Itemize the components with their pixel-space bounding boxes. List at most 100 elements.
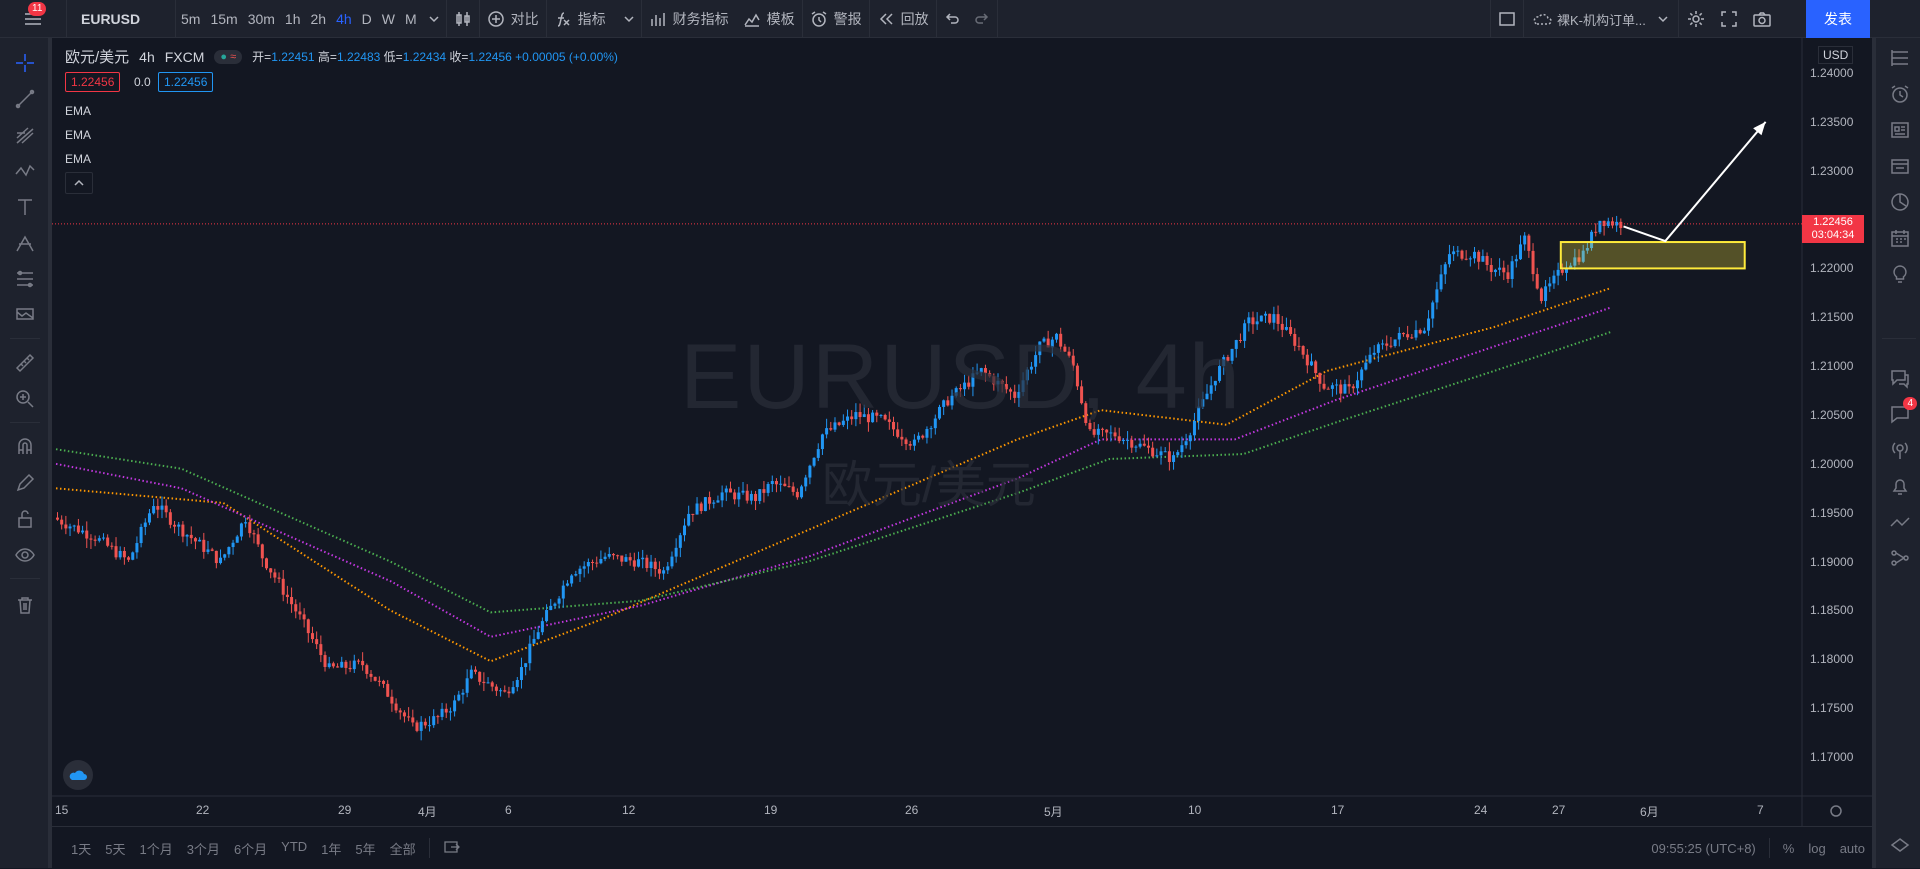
layout-select-button[interactable] bbox=[1491, 0, 1523, 38]
publish-button[interactable]: 发表 bbox=[1806, 0, 1870, 38]
financials-button[interactable]: 财务指标 bbox=[642, 0, 736, 38]
collapse-legend-button[interactable] bbox=[65, 172, 93, 194]
interval-5m[interactable]: 5m bbox=[181, 10, 201, 27]
lock-drawings-tool[interactable] bbox=[12, 506, 38, 532]
strategy-button[interactable] bbox=[1886, 544, 1914, 572]
interval-M[interactable]: M bbox=[405, 10, 417, 27]
scripts-button[interactable] bbox=[1886, 508, 1914, 536]
draw-mode-tool[interactable] bbox=[12, 470, 38, 496]
range-4[interactable]: 6个月 bbox=[233, 841, 268, 857]
candle bbox=[1401, 332, 1405, 337]
magnet-tool[interactable] bbox=[12, 434, 38, 460]
fib-tool[interactable] bbox=[12, 122, 38, 148]
candle bbox=[862, 404, 866, 418]
buy-button[interactable]: 1.22456 bbox=[158, 72, 214, 92]
data-window-button[interactable] bbox=[1886, 152, 1914, 180]
chart-type-button[interactable] bbox=[447, 0, 479, 38]
compare-button[interactable]: 对比 bbox=[480, 0, 546, 38]
settings-button[interactable] bbox=[1679, 0, 1713, 38]
crosshair-tool[interactable] bbox=[12, 50, 38, 76]
range-3[interactable]: 3个月 bbox=[186, 841, 220, 857]
measure-lines-tool[interactable] bbox=[12, 266, 38, 292]
symbol-search[interactable]: EURUSD bbox=[81, 10, 141, 27]
chats-button[interactable] bbox=[1886, 364, 1914, 392]
range-8[interactable]: 全部 bbox=[389, 841, 416, 857]
ideas-button[interactable] bbox=[1886, 260, 1914, 288]
candle bbox=[540, 617, 544, 636]
currency-label[interactable]: USD bbox=[1818, 46, 1854, 64]
pattern-tool[interactable] bbox=[12, 158, 38, 184]
support-zone-box[interactable] bbox=[1559, 241, 1746, 270]
interval-30m[interactable]: 30m bbox=[247, 10, 275, 27]
range-1[interactable]: 5天 bbox=[105, 841, 126, 857]
projection-tool[interactable] bbox=[12, 230, 38, 256]
range-0[interactable]: 1天 bbox=[71, 841, 92, 857]
alert-button[interactable]: 警报 bbox=[803, 0, 869, 38]
hotlist-button[interactable] bbox=[1886, 188, 1914, 216]
time-tick: 22 bbox=[196, 803, 210, 817]
messages-button[interactable]: 4 bbox=[1886, 397, 1917, 428]
snapshot-button[interactable] bbox=[1745, 0, 1779, 38]
range-6[interactable]: 1年 bbox=[321, 841, 342, 857]
indicators-button[interactable]: 指标 bbox=[547, 0, 641, 38]
notifications-button[interactable] bbox=[1886, 472, 1914, 500]
hide-drawings-tool[interactable] bbox=[12, 542, 38, 568]
zoom-tool[interactable] bbox=[12, 386, 38, 412]
calendar-button[interactable] bbox=[1886, 224, 1914, 252]
templates-button[interactable]: 模板 bbox=[736, 0, 802, 38]
interval-4h[interactable]: 4h bbox=[336, 10, 352, 27]
percent-toggle[interactable]: % bbox=[1782, 840, 1795, 856]
market-status-badge[interactable]: ● ≈ bbox=[214, 49, 243, 64]
icon-tool[interactable] bbox=[12, 302, 38, 328]
log-toggle[interactable]: log bbox=[1808, 840, 1826, 856]
layout-name-button[interactable]: 裸K-机构订单... bbox=[1524, 0, 1678, 38]
clock-timezone[interactable]: 09:55:25 (UTC+8) bbox=[1651, 840, 1756, 856]
trendline-tool[interactable] bbox=[12, 86, 38, 112]
ema-legend-3[interactable]: EMA bbox=[65, 152, 92, 166]
alerts-panel-button[interactable] bbox=[1886, 80, 1914, 108]
undo-button[interactable] bbox=[937, 0, 967, 38]
auto-toggle[interactable]: auto bbox=[1839, 840, 1865, 856]
ema-legend-2[interactable]: EMA bbox=[65, 128, 92, 142]
collapse-panel-button[interactable] bbox=[1886, 832, 1914, 860]
redo-button[interactable] bbox=[967, 0, 997, 38]
goto-date-button[interactable] bbox=[436, 839, 468, 858]
candle bbox=[1146, 437, 1150, 454]
candle bbox=[432, 709, 436, 728]
sell-button[interactable]: 1.22456 bbox=[65, 72, 121, 92]
streams-button[interactable] bbox=[1886, 436, 1914, 464]
delete-drawings-tool[interactable] bbox=[12, 592, 38, 618]
interval-W[interactable]: W bbox=[381, 10, 395, 27]
projection-arrow[interactable] bbox=[1623, 121, 1767, 243]
text-tool[interactable] bbox=[12, 194, 38, 220]
replay-button[interactable]: 回放 bbox=[870, 0, 936, 38]
interval-1h[interactable]: 1h bbox=[284, 10, 301, 27]
news-button[interactable] bbox=[1886, 116, 1914, 144]
ema-legend-1[interactable]: EMA bbox=[65, 104, 92, 118]
candle bbox=[1021, 372, 1025, 397]
symbol-title[interactable]: 欧元/美元 bbox=[65, 49, 130, 66]
arrow-head bbox=[1753, 121, 1766, 136]
candle bbox=[1234, 339, 1238, 358]
watchlist-button[interactable] bbox=[1886, 44, 1914, 72]
candle bbox=[1159, 446, 1163, 465]
interval-D[interactable]: D bbox=[361, 10, 372, 27]
candle bbox=[336, 663, 340, 668]
fullscreen-button[interactable] bbox=[1713, 0, 1745, 38]
ruler-tool[interactable] bbox=[12, 350, 38, 376]
chart-settings-gear[interactable] bbox=[1830, 805, 1842, 817]
range-7[interactable]: 5年 bbox=[355, 841, 376, 857]
candle bbox=[795, 488, 799, 500]
series-legend: 欧元/美元 4h FXCM ● ≈ 开=1.22451 高=1.22483 低=… bbox=[65, 46, 618, 67]
interval-15m[interactable]: 15m bbox=[210, 10, 238, 27]
tradingview-logo-button[interactable] bbox=[63, 760, 93, 790]
candle bbox=[1397, 327, 1401, 347]
candle bbox=[519, 657, 523, 689]
interval-2h[interactable]: 2h bbox=[310, 10, 327, 27]
main-menu-button[interactable]: 11 bbox=[0, 0, 66, 38]
interval-dropdown[interactable] bbox=[422, 0, 446, 38]
range-5[interactable]: YTD bbox=[281, 838, 308, 854]
range-2[interactable]: 1个月 bbox=[139, 841, 173, 857]
candle bbox=[632, 552, 636, 571]
